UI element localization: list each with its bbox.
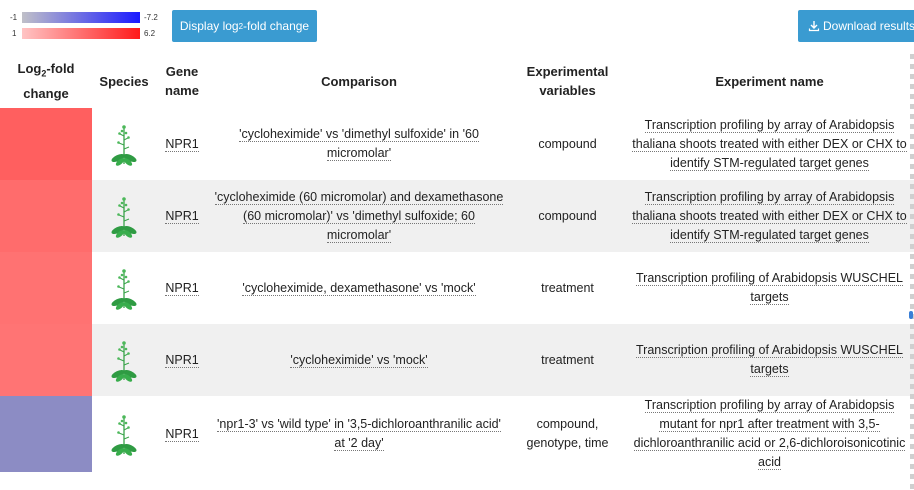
scroll-indicator[interactable] — [909, 311, 913, 319]
table-row: NPR1 'cycloheximide (60 micromolar) and … — [0, 180, 914, 252]
experiment-cell: Transcription profiling by array of Arab… — [625, 108, 914, 180]
table-row: NPR1 'cycloheximide' vs 'mock' treatment… — [0, 324, 914, 396]
experiment-link[interactable]: Transcription profiling of Arabidopsis W… — [635, 271, 903, 305]
experiment-cell: Transcription profiling of Arabidopsis W… — [625, 252, 914, 324]
gene-link[interactable]: NPR1 — [165, 352, 199, 368]
blue-gradient-bar — [22, 12, 140, 23]
fold-change-cell — [0, 108, 92, 180]
display-log2-fold-change-button[interactable]: Display log 2 -fold change — [172, 10, 317, 42]
fold-change-cell — [0, 252, 92, 324]
log2-button-sub: 2 — [238, 21, 244, 31]
blue-scale-min: -1 — [10, 13, 18, 22]
page-edge-separator — [910, 54, 914, 490]
red-scale-max: 6.2 — [144, 29, 156, 38]
variables-cell: compound — [510, 180, 625, 252]
gene-link[interactable]: NPR1 — [165, 426, 199, 442]
log2-button-suffix: -fold change — [243, 19, 310, 33]
table-row: NPR1 'cycloheximide' vs 'dimethyl sulfox… — [0, 108, 914, 180]
variables-cell: compound, genotype, time — [526, 417, 609, 450]
arabidopsis-plant-icon — [109, 340, 139, 382]
gene-name-cell: NPR1 — [156, 108, 208, 180]
species-cell — [92, 396, 156, 472]
comparison-link[interactable]: 'cycloheximide' vs 'mock' — [290, 352, 428, 368]
header-experimental-variables[interactable]: Experimental variables — [526, 64, 609, 98]
comparison-cell: 'cycloheximide, dexamethasone' vs 'mock' — [208, 252, 510, 324]
variables-cell: compound — [538, 136, 597, 151]
gene-name-cell: NPR1 — [156, 396, 208, 472]
log2-button-prefix: Display log — [179, 19, 239, 33]
species-cell — [92, 324, 156, 396]
table-row: NPR1 'npr1-3' vs 'wild type' in '3,5-dic… — [0, 396, 914, 472]
table-header-row: Log2-fold change Species Gene name Compa… — [0, 54, 914, 108]
comparison-cell: 'npr1-3' vs 'wild type' in '3,5-dichloro… — [208, 396, 510, 472]
comparison-cell: 'cycloheximide (60 micromolar) and dexam… — [208, 180, 510, 252]
experiment-cell: Transcription profiling by array of Arab… — [625, 180, 914, 252]
results-table: Log2-fold change Species Gene name Compa… — [0, 54, 914, 472]
fold-change-cell — [0, 324, 92, 396]
fold-change-cell — [0, 396, 92, 472]
arabidopsis-plant-icon — [109, 268, 139, 310]
header-experiment-name[interactable]: Experiment name — [715, 73, 824, 89]
variables-cell: treatment — [541, 280, 594, 295]
comparison-link[interactable]: 'npr1-3' vs 'wild type' in '3,5-dichloro… — [217, 417, 501, 451]
table-row: NPR1 'cycloheximide, dexamethasone' vs '… — [0, 252, 914, 324]
species-cell — [92, 252, 156, 324]
variables-cell: treatment — [510, 324, 625, 396]
experiment-link[interactable]: Transcription profiling by array of Arab… — [633, 398, 906, 470]
red-scale-min: 1 — [12, 29, 17, 38]
experiment-cell: Transcription profiling by array of Arab… — [625, 396, 914, 472]
header-log2-fold-change[interactable]: Log2-fold change — [17, 61, 75, 101]
header-species[interactable]: Species — [99, 73, 149, 89]
arabidopsis-plant-icon — [109, 196, 139, 238]
color-scale-legend: -1 -7.2 1 6.2 — [8, 12, 158, 42]
blue-scale-max: -7.2 — [144, 13, 158, 22]
download-results-button[interactable]: Download results — [798, 10, 914, 42]
experiment-link[interactable]: Transcription profiling by array of Arab… — [632, 117, 907, 171]
species-cell — [92, 108, 156, 180]
experiment-cell: Transcription profiling of Arabidopsis W… — [625, 324, 914, 396]
arabidopsis-plant-icon — [109, 124, 139, 166]
experiment-link[interactable]: Transcription profiling by array of Arab… — [632, 189, 907, 243]
download-button-label: Download results — [823, 19, 914, 33]
red-gradient-bar — [22, 28, 140, 39]
comparison-cell: 'cycloheximide' vs 'dimethyl sulfoxide' … — [208, 108, 510, 180]
header-gene-name[interactable]: Gene name — [165, 64, 199, 98]
comparison-link[interactable]: 'cycloheximide, dexamethasone' vs 'mock' — [242, 280, 476, 296]
species-cell — [92, 180, 156, 252]
comparison-link[interactable]: 'cycloheximide' vs 'dimethyl sulfoxide' … — [239, 127, 479, 161]
gene-link[interactable]: NPR1 — [165, 280, 199, 296]
gene-name-cell: NPR1 — [156, 252, 208, 324]
gene-link[interactable]: NPR1 — [165, 208, 199, 224]
header-comparison[interactable]: Comparison — [321, 73, 397, 89]
experiment-link[interactable]: Transcription profiling of Arabidopsis W… — [635, 343, 903, 377]
gene-name-cell: NPR1 — [156, 180, 208, 252]
comparison-cell: 'cycloheximide' vs 'mock' — [208, 324, 510, 396]
gene-name-cell: NPR1 — [156, 324, 208, 396]
arabidopsis-plant-icon — [109, 414, 139, 456]
gene-link[interactable]: NPR1 — [165, 136, 199, 152]
fold-change-cell — [0, 180, 92, 252]
download-icon — [808, 21, 820, 32]
comparison-link[interactable]: 'cycloheximide (60 micromolar) and dexam… — [214, 189, 504, 243]
